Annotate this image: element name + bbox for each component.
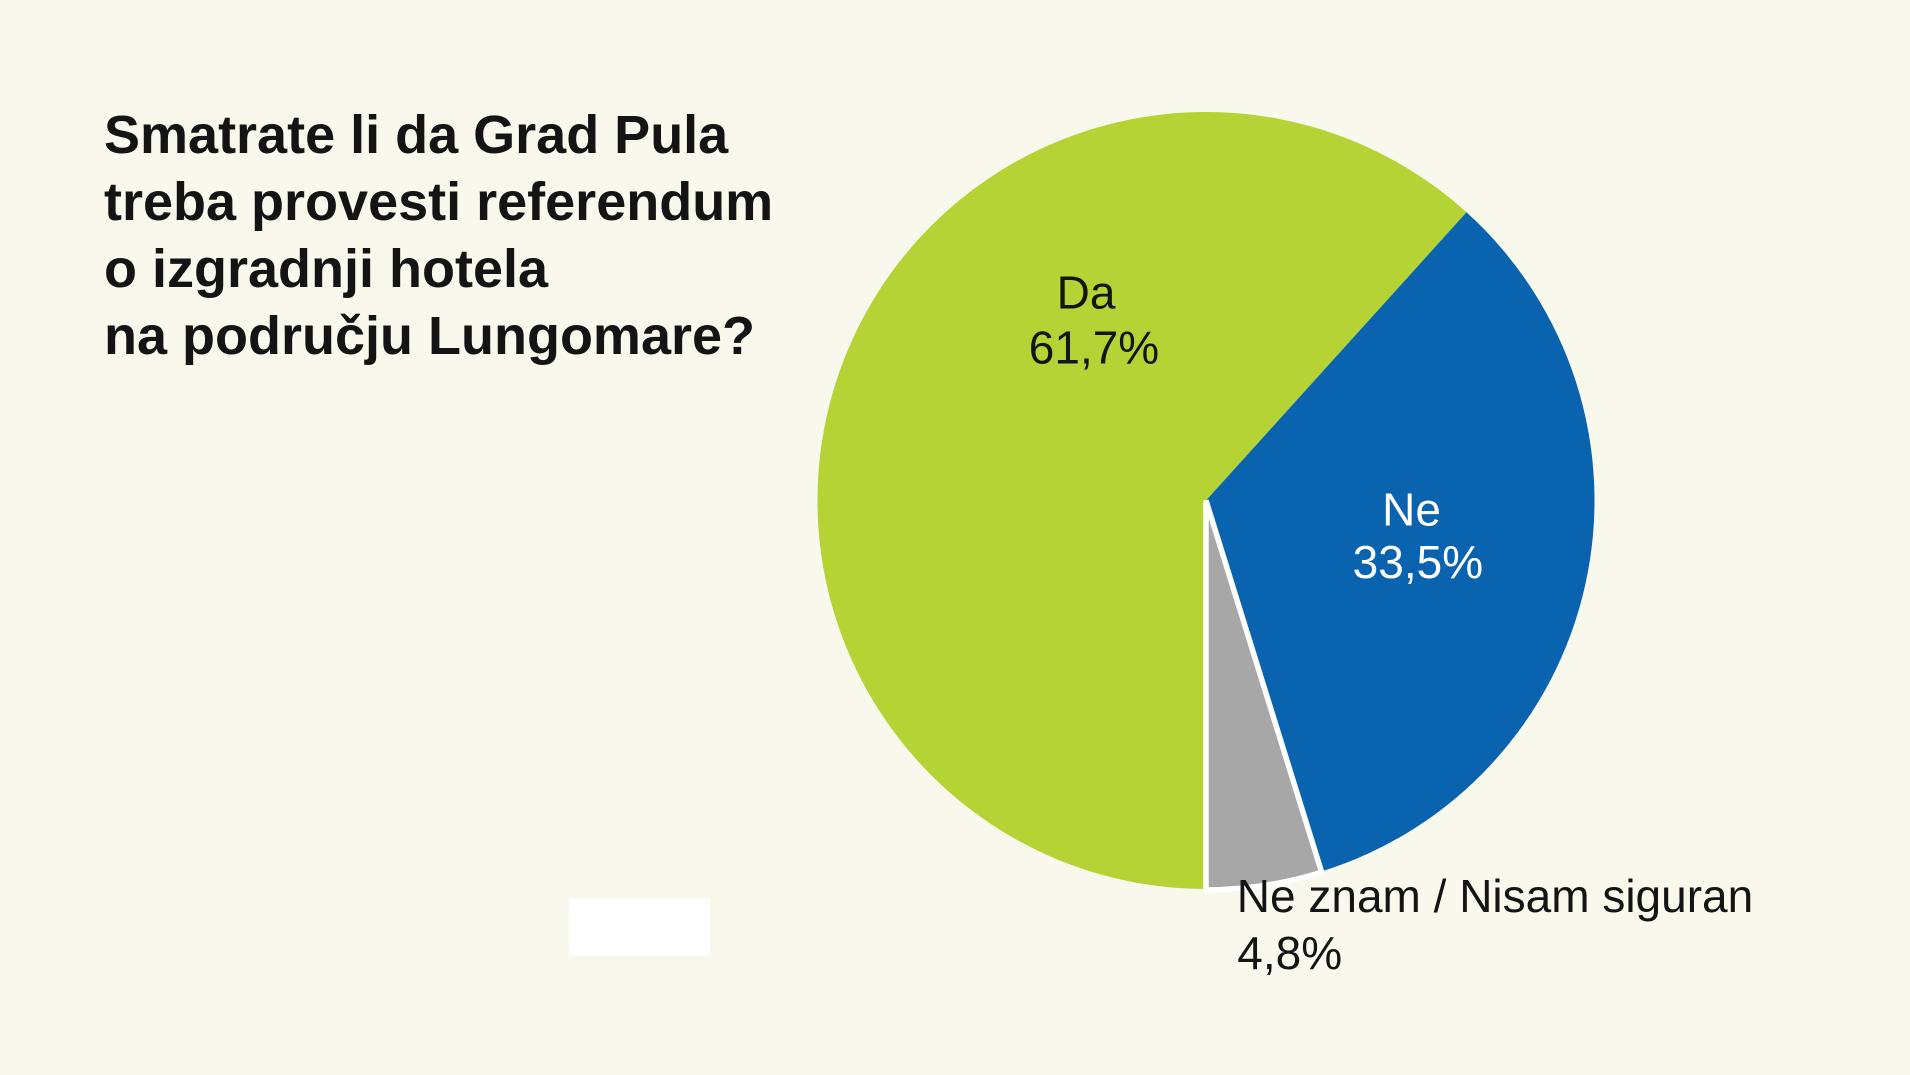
svg-text:33,5%: 33,5% [1353, 536, 1483, 588]
svg-text:61,7%: 61,7% [1029, 321, 1159, 373]
svg-text:Ne: Ne [1382, 483, 1441, 535]
svg-text:Ne znam / Nisam siguran: Ne znam / Nisam siguran [1237, 870, 1753, 922]
svg-text:4,8%: 4,8% [1237, 927, 1342, 979]
svg-text:Da: Da [1057, 267, 1116, 319]
